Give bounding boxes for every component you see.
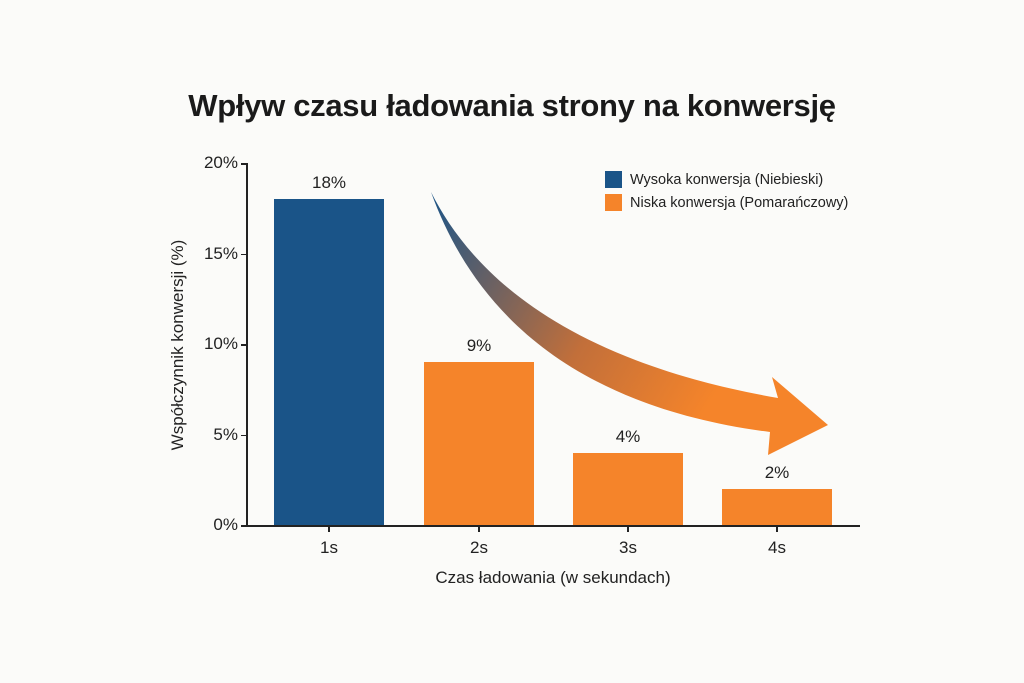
legend-label-high: Wysoka konwersja (Niebieski) bbox=[630, 171, 824, 188]
legend: Wysoka konwersja (Niebieski) Niska konwe… bbox=[605, 168, 848, 214]
bar-4s bbox=[722, 488, 832, 525]
y-tick-label: 5% bbox=[213, 424, 238, 444]
x-tick-mark bbox=[478, 526, 480, 532]
bar-2s bbox=[424, 362, 534, 525]
legend-label-low: Niska konwersja (Pomarańczowy) bbox=[630, 194, 849, 211]
x-tick-label: 1s bbox=[320, 538, 338, 557]
bar-value-label: 18% bbox=[311, 173, 347, 193]
x-tick-mark bbox=[776, 526, 778, 532]
x-tick-label: 3s bbox=[619, 538, 637, 557]
x-tick-mark bbox=[328, 526, 330, 532]
bar-3s bbox=[573, 452, 683, 525]
x-tick-label: 2s bbox=[470, 538, 488, 557]
y-tick-mark bbox=[241, 253, 247, 255]
x-axis-label: Czas ładowania (w sekundach) bbox=[435, 568, 671, 587]
bar-value-label: 9% bbox=[466, 336, 492, 356]
x-axis-line bbox=[246, 525, 860, 527]
bar-1s bbox=[274, 199, 384, 525]
legend-swatch-high bbox=[605, 171, 622, 188]
y-tick-label: 20% bbox=[203, 153, 238, 172]
y-tick-mark bbox=[241, 344, 247, 346]
y-tick-label: 10% bbox=[203, 334, 238, 353]
y-tick-mark bbox=[241, 525, 247, 527]
bar-value-label: 2% bbox=[764, 462, 790, 482]
y-tick-label: 15% bbox=[203, 243, 238, 263]
legend-item-low: Niska konwersja (Pomarańczowy) bbox=[605, 191, 848, 214]
y-tick-mark bbox=[241, 434, 247, 436]
chart-title: Wpływ czasu ładowania strony na konwersj… bbox=[188, 88, 836, 123]
y-tick-label: 0% bbox=[213, 515, 238, 534]
legend-swatch-low bbox=[605, 194, 622, 211]
x-tick-label: 4s bbox=[768, 538, 786, 557]
legend-item-high: Wysoka konwersja (Niebieski) bbox=[605, 168, 848, 191]
y-tick-mark bbox=[241, 163, 247, 165]
bar-value-label: 4% bbox=[615, 426, 641, 446]
x-tick-mark bbox=[627, 526, 629, 532]
